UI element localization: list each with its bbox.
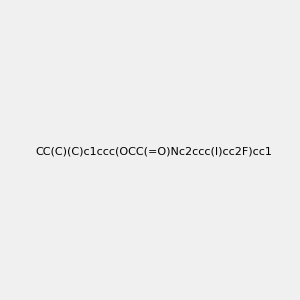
Text: CC(C)(C)c1ccc(OCC(=O)Nc2ccc(I)cc2F)cc1: CC(C)(C)c1ccc(OCC(=O)Nc2ccc(I)cc2F)cc1	[35, 146, 272, 157]
